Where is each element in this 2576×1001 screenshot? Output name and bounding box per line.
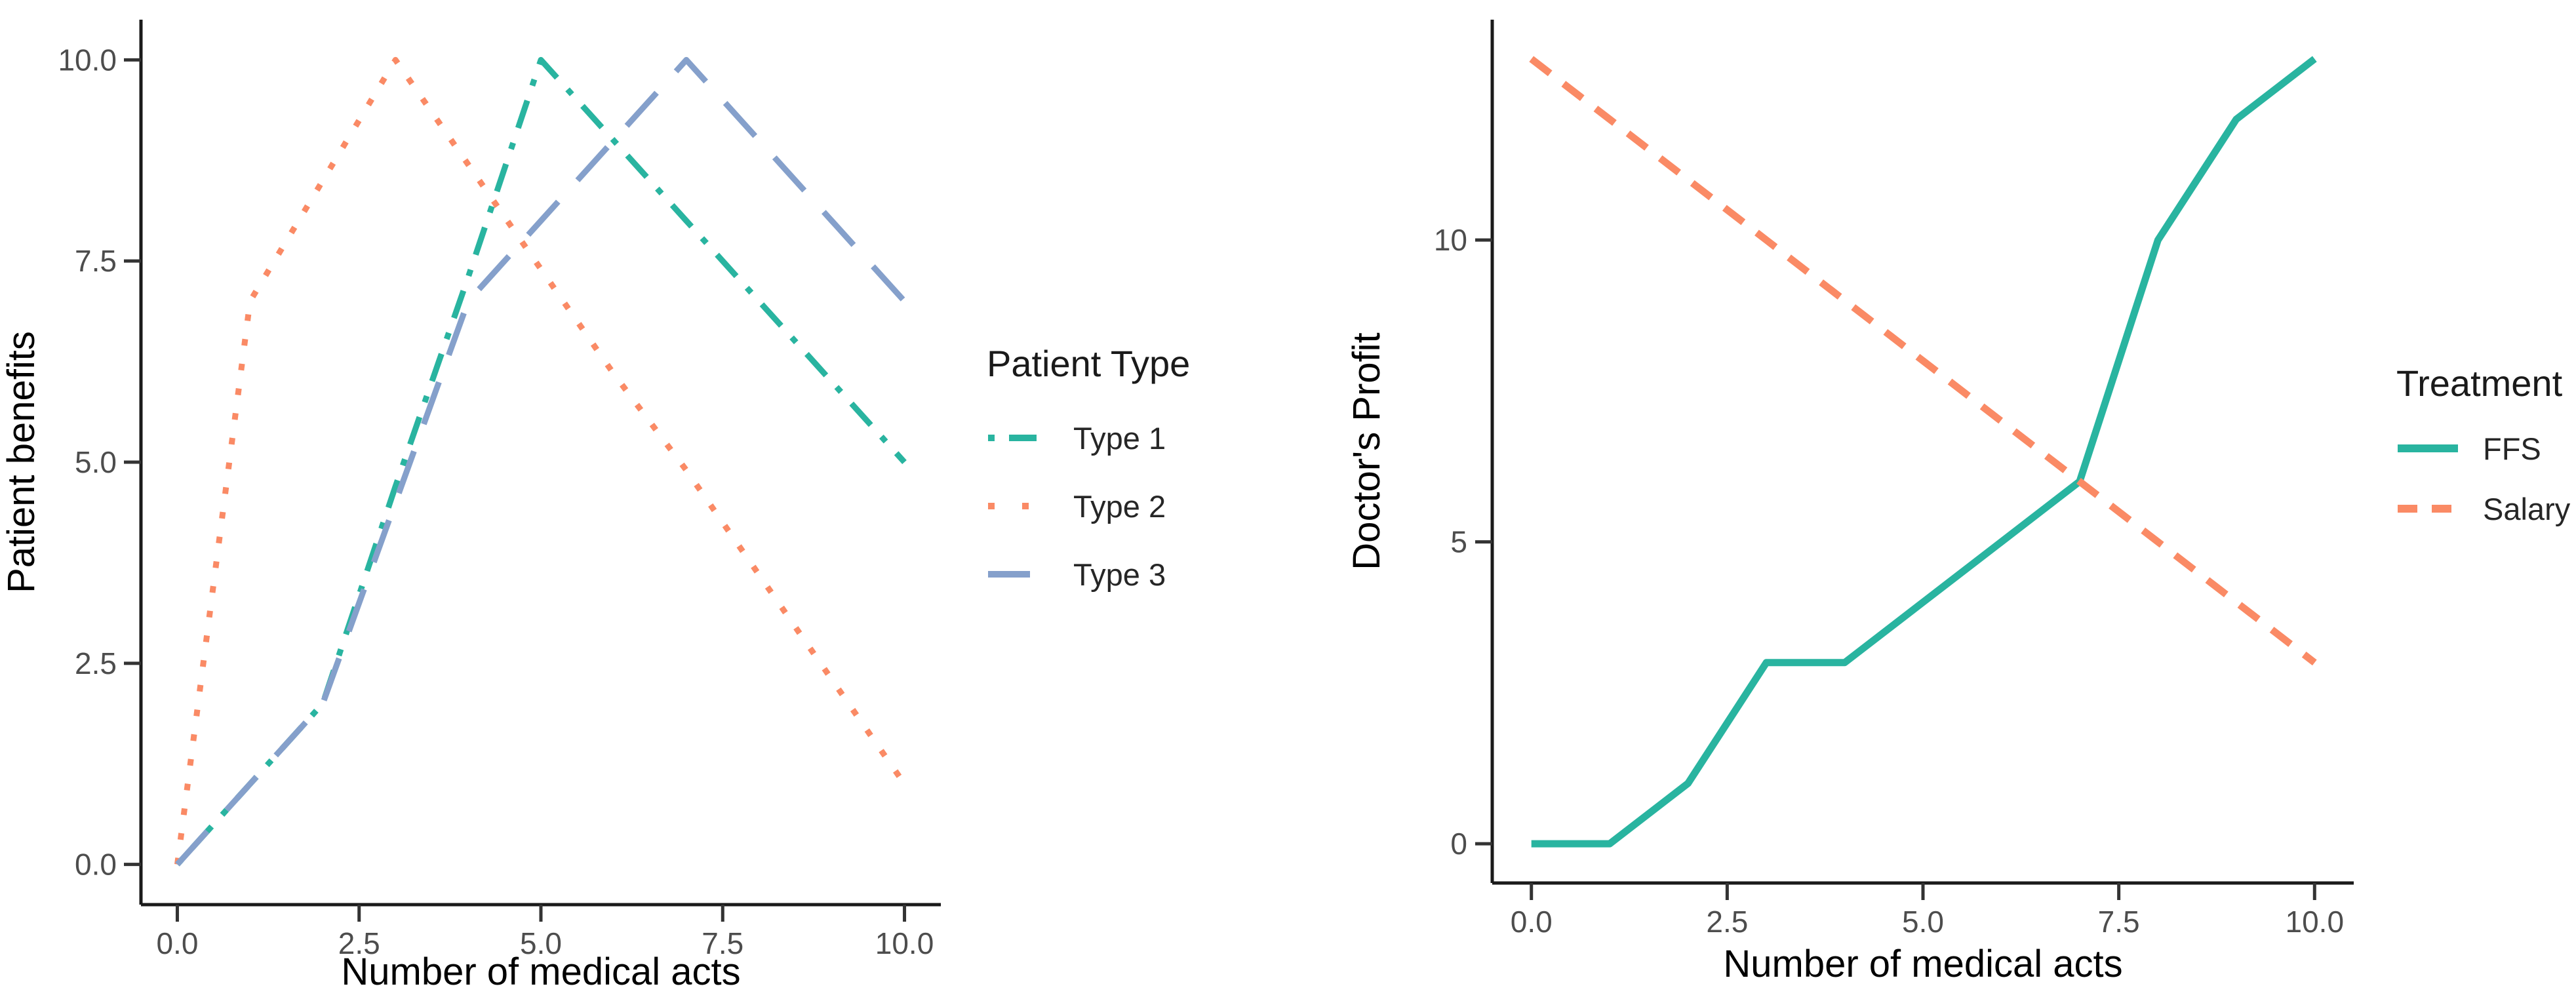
legend-label: Type 3	[1073, 557, 1166, 592]
x-tick-label: 7.5	[702, 926, 743, 960]
series-line-ffs	[1531, 56, 2317, 848]
x-axis-title: Number of medical acts	[341, 951, 740, 993]
y-tick-label: 5.0	[75, 445, 117, 479]
legend-item-salary: Salary	[2396, 490, 2570, 528]
x-tick-label: 0.0	[1511, 905, 1553, 939]
legend-item-type-3: Type 3	[987, 555, 1190, 593]
type-2-line-key-icon	[988, 503, 1048, 509]
x-tick-label: 2.5	[1706, 905, 1748, 939]
y-axis-title: Doctor's Profit	[1345, 332, 1388, 570]
series-line-type-2	[174, 56, 907, 865]
type-3-line-key-icon	[988, 571, 1048, 578]
series-line-salary	[1529, 56, 2317, 666]
y-tick-label: 10	[1434, 223, 1467, 257]
x-tick-label: 0.0	[156, 926, 198, 960]
y-tick-label: 2.5	[75, 646, 117, 680]
series-line-type-3	[175, 56, 907, 867]
x-tick-label: 5.0	[520, 926, 562, 960]
x-tick-label: 10.0	[2286, 905, 2345, 939]
y-tick-label: 7.5	[75, 244, 117, 278]
legend-title: Treatment	[2396, 363, 2563, 404]
legend-item-type-1: Type 1	[987, 419, 1190, 457]
salary-line-key-icon	[2398, 505, 2458, 513]
ffs-line-key-icon	[2398, 444, 2458, 452]
legend-label: FFS	[2483, 431, 2541, 466]
legend-patient-type: Patient Type Type 1 Type 2 Type 3	[987, 342, 1190, 623]
y-tick-label: 5	[1450, 525, 1467, 559]
legend-item-type-2: Type 2	[987, 487, 1190, 525]
legend-treatment: Treatment FFS Salary	[2396, 362, 2570, 550]
x-tick-label: 5.0	[1902, 905, 1944, 939]
y-tick-label: 0	[1450, 827, 1467, 861]
y-axis-title: Patient benefits	[0, 331, 43, 593]
y-tick-label: 10.0	[58, 43, 117, 77]
legend-label: Type 2	[1073, 488, 1166, 524]
type-1-line-key-icon	[988, 435, 1048, 441]
x-tick-label: 7.5	[2098, 905, 2140, 939]
x-tick-label: 10.0	[875, 926, 934, 960]
x-tick-label: 2.5	[338, 926, 380, 960]
y-tick-label: 0.0	[75, 848, 117, 882]
legend-title: Patient Type	[987, 343, 1191, 384]
legend-item-ffs: FFS	[2396, 429, 2570, 467]
legend-label: Type 1	[1073, 420, 1166, 456]
legend-label: Salary	[2483, 491, 2571, 526]
x-axis-title: Number of medical acts	[1723, 943, 2122, 985]
